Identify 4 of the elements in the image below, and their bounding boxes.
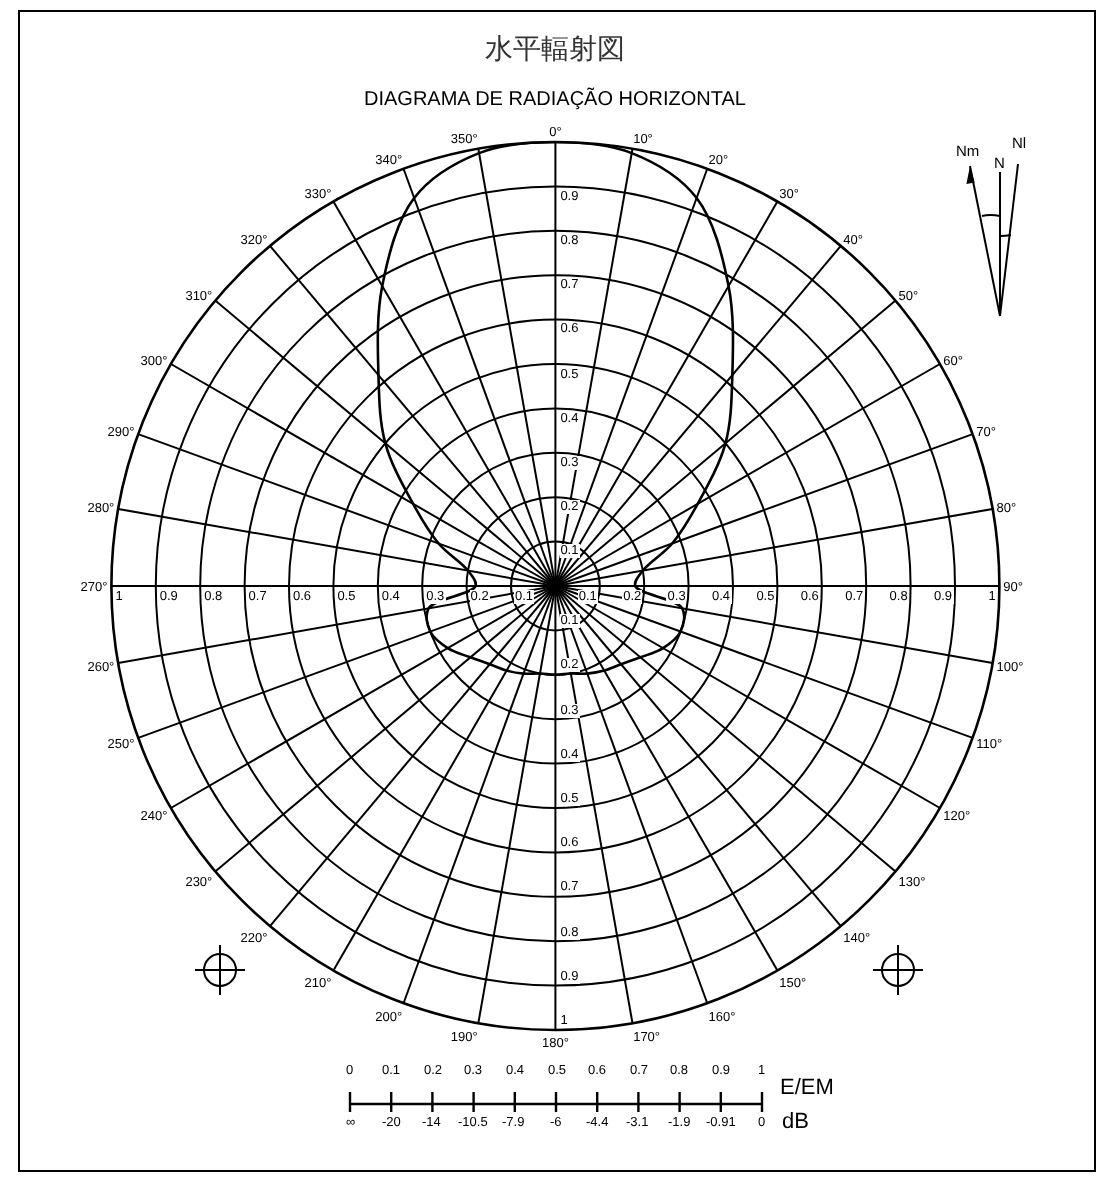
chart-title: 水平輻射図 (485, 33, 625, 66)
chart-subtitle: DIAGRAMA DE RADIAÇÃO HORIZONTAL (364, 86, 747, 111)
text: E/EM (780, 1076, 834, 1100)
text: dB (782, 1110, 809, 1134)
